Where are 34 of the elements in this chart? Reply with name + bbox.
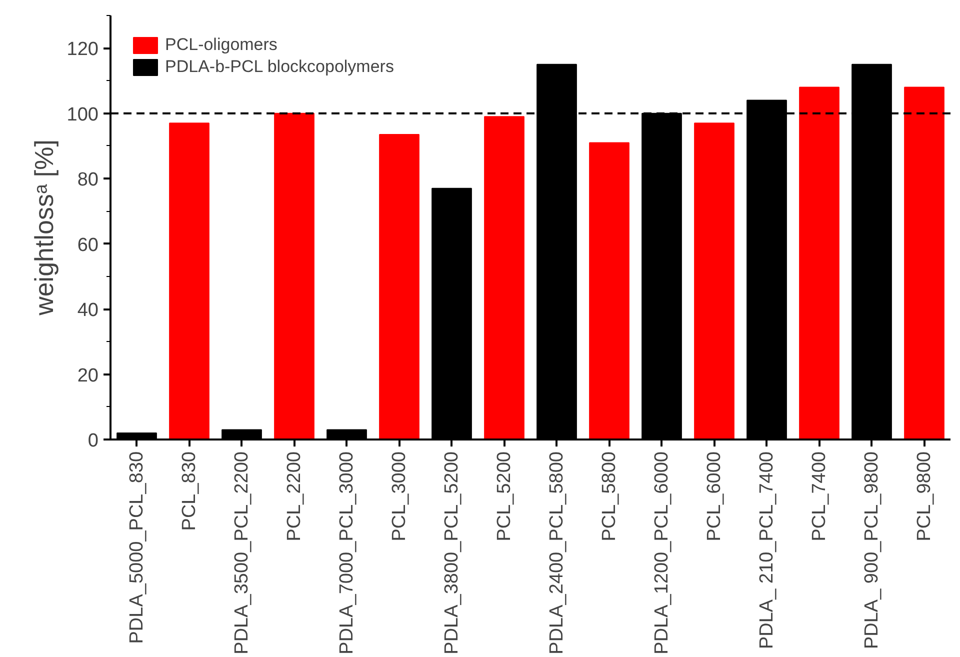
y-tick-label: 40 — [77, 300, 99, 322]
bar — [799, 86, 840, 440]
bar — [589, 142, 630, 440]
bar — [274, 112, 314, 440]
bar — [379, 134, 420, 440]
x-tick-label: PDLA_2400_PCL_5800 — [546, 451, 568, 654]
bar — [904, 86, 944, 440]
legend-label: PCL-oligomers — [165, 35, 278, 55]
x-tick-label: PCL_5800 — [598, 452, 620, 542]
y-tick-label: 20 — [77, 365, 99, 386]
x-tick-label: PCL_9800 — [914, 452, 935, 542]
x-tick-label: PCL_7400 — [808, 452, 830, 542]
x-tick-label: PCL_3000 — [388, 452, 410, 542]
x-tick-label: PDLA_ 900_PCL_9800 — [861, 451, 882, 650]
x-tick-label: PDLA_3500_PCL_2200 — [231, 451, 252, 654]
x-tick-label: PCL_2200 — [284, 452, 305, 542]
x-tick-label: PCL_5200 — [494, 452, 515, 542]
y-tick-label: 120 — [66, 39, 98, 60]
y-tick-label: 80 — [77, 170, 99, 191]
y-axis-title: weightlossᵃ [%] — [28, 140, 59, 316]
x-tick-label: PDLA_1200_PCL_6000 — [651, 451, 672, 654]
y-tick-label: 100 — [66, 104, 98, 126]
x-tick-label: PDLA_7000_PCL_3000 — [336, 451, 358, 654]
bar — [169, 122, 210, 440]
bar — [484, 116, 524, 440]
y-tick-label: 60 — [77, 234, 99, 256]
bar — [694, 122, 734, 440]
x-tick-label: PCL_830 — [178, 451, 200, 531]
x-tick-label: PCL_6000 — [704, 452, 725, 542]
x-tick-label: PDLA_3800_PCL_5200 — [441, 451, 462, 654]
legend-label: PDLA-b-PCL blockcopolymers — [165, 57, 394, 77]
y-tick-label: 0 — [88, 430, 99, 452]
x-tick-label: PDLA_ 210_PCL_7400 — [756, 451, 778, 650]
x-tick-label: PDLA_5000_PCL_830 — [126, 452, 148, 644]
